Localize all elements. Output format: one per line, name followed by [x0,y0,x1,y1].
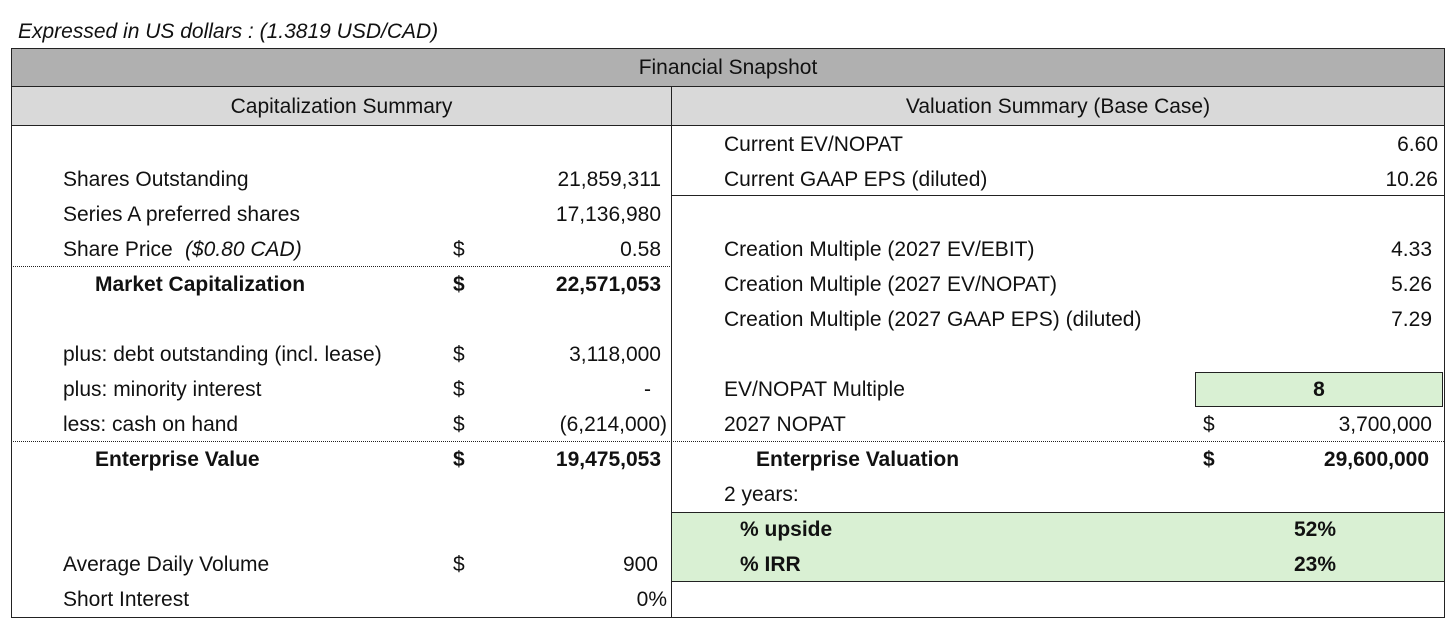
row-value: - [644,377,651,401]
row-value: 21,859,311 [557,167,661,191]
total-label: Enterprise Value [95,447,260,471]
row-note: ($0.80 CAD) [185,237,302,261]
total-value: 29,600,000 [1323,447,1429,471]
section-header: Valuation Summary (Base Case) [905,95,1211,118]
row-value: 4.33 [1391,237,1432,261]
total-value: 19,475,053 [555,447,661,471]
header-bar [11,86,1445,126]
return-value: 23% [1294,553,1337,576]
row-value: (6,214,000) [559,412,667,436]
total-label: Enterprise Valuation [756,447,960,471]
row-label: Share Price [63,237,173,261]
return-value: 52% [1294,518,1337,541]
currency: $ [1203,447,1215,471]
row-value: 900 [622,553,658,576]
row-label: Series A preferred shares [63,202,300,226]
row-label: less: cash on hand [63,412,239,436]
row-label: Current GAAP EPS (diluted) [724,167,988,191]
currency: $ [453,237,465,261]
total-value: 22,571,053 [555,272,661,296]
currency: $ [453,412,465,436]
row-label: 2027 NOPAT [724,412,846,436]
row-value: 6.60 [1397,132,1438,156]
row-label: plus: debt outstanding (incl. lease) [63,342,382,366]
table-frame [11,48,1445,618]
row-value: 10.26 [1385,167,1438,191]
row-label: EV/NOPAT Multiple [724,377,905,401]
row-value: 3,118,000 [569,342,661,366]
return-label: % IRR [740,553,801,576]
returns-band [672,512,1444,582]
total-label: Market Capitalization [95,272,306,296]
row-label: Short Interest [63,588,190,611]
row-label: 2 years: [724,482,799,506]
row-label: plus: minority interest [63,377,262,401]
row-value: 0.58 [620,237,661,261]
row-label: Creation Multiple (2027 EV/EBIT) [724,237,1035,261]
return-label: % upside [740,518,833,541]
subtotal-rule [11,441,1444,442]
row-value: 5.26 [1391,272,1432,296]
row-label: Current EV/NOPAT [724,132,903,156]
row-value: 7.29 [1391,307,1432,331]
currency: $ [1203,412,1215,436]
subtotal-rule [11,266,672,267]
row-label: Creation Multiple (2027 GAAP EPS) (dilut… [724,307,1142,331]
currency: $ [453,447,465,471]
section-header: Capitalization Summary [230,95,453,118]
row-value: 0% [636,588,667,611]
currency: $ [453,342,465,366]
title: Financial Snapshot [638,56,818,79]
row-value: 3,700,000 [1338,412,1432,436]
input-value: 8 [1313,377,1325,401]
row-label: Creation Multiple (2027 EV/NOPAT) [724,272,1058,296]
row-label: Average Daily Volume [63,553,270,576]
input-cell [1195,372,1443,407]
column-divider [671,87,672,617]
row-border [672,195,1444,196]
currency: $ [453,272,465,296]
caption: Expressed in US dollars : (1.3819 USD/CA… [18,20,439,43]
currency: $ [453,377,465,401]
row-label: Shares Outstanding [63,167,249,191]
currency: $ [453,553,465,576]
row-value: 17,136,980 [555,202,661,226]
